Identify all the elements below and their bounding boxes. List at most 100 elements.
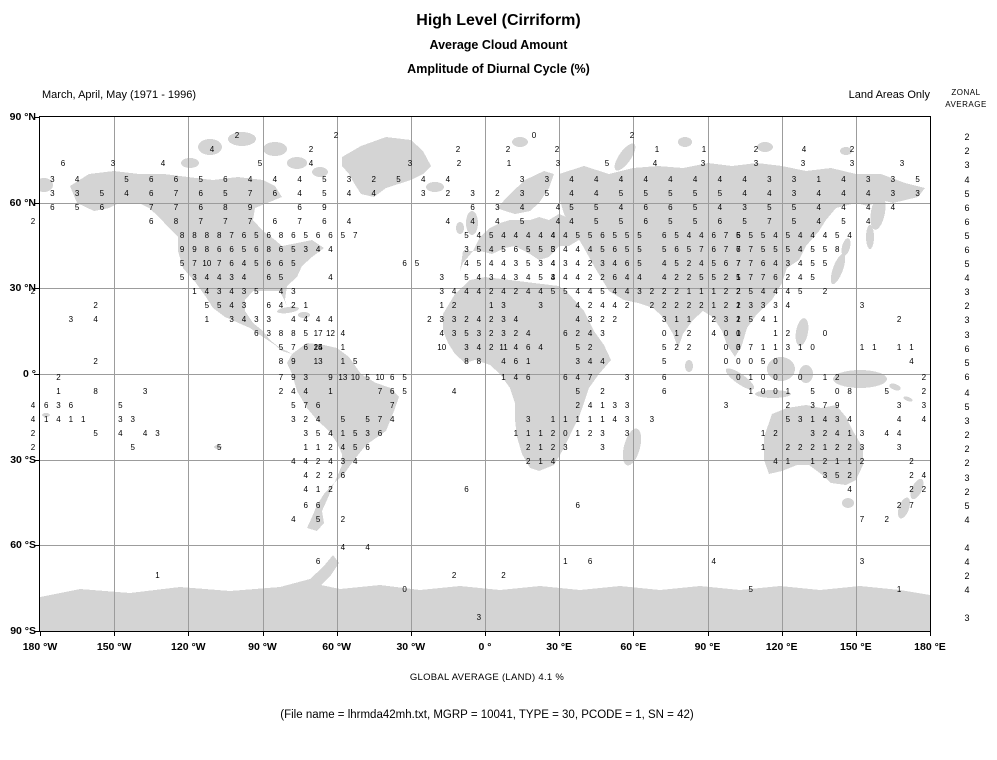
grid-value: 1 — [711, 287, 716, 296]
grid-value: 4 — [841, 175, 846, 184]
grid-value: 2 — [835, 373, 840, 382]
grid-value: 2 — [921, 387, 927, 396]
grid-value: 4 — [303, 471, 308, 480]
grid-value: 3 — [420, 189, 426, 198]
grid-value: 2 — [896, 501, 902, 510]
grid-value: 4 — [550, 259, 556, 268]
grid-value: 3 — [555, 159, 561, 168]
grid-value: 2 — [884, 515, 889, 524]
grid-value: 5 — [692, 217, 698, 226]
grid-value: 8 — [179, 231, 185, 240]
grid-value: 1 — [600, 401, 605, 410]
grid-value: 4 — [896, 415, 902, 424]
grid-value: 7 — [192, 259, 197, 268]
grid-value: 2 — [661, 301, 667, 310]
grid-value: 4 — [841, 203, 846, 212]
zonal-average-header-line2: AVERAGE — [945, 100, 987, 109]
grid-value: 6 — [674, 245, 679, 254]
grid-value: 2 — [711, 315, 716, 324]
grid-value: 4 — [519, 203, 525, 212]
grid-value: 6 — [50, 203, 55, 212]
grid-value: 5 — [501, 245, 506, 254]
grid-value: 6 — [272, 217, 278, 226]
grid-value: 5 — [637, 259, 642, 268]
grid-value: 5 — [699, 273, 704, 282]
grid-value: 5 — [575, 343, 580, 352]
grid-value: 5 — [464, 273, 469, 282]
grid-value: 4 — [340, 443, 346, 452]
grid-value: 3 — [600, 329, 605, 338]
grid-value: 2 — [587, 301, 593, 310]
grid-value: 3 — [241, 287, 247, 296]
x-axis-tick — [485, 632, 486, 636]
x-axis-label: 120 °E — [765, 641, 798, 653]
grid-value: 4 — [600, 357, 605, 366]
x-axis-tick — [930, 632, 931, 636]
grid-value: 13 — [313, 357, 323, 366]
grid-value: 4 — [717, 175, 723, 184]
grid-value: 0 — [736, 343, 741, 352]
grid-value: 4 — [563, 231, 568, 240]
grid-value: 8 — [464, 357, 469, 366]
continent-north-america — [70, 171, 324, 354]
grid-value: 1 — [538, 443, 543, 452]
grid-value: 2 — [501, 571, 506, 580]
island-arctic-5 — [181, 158, 199, 168]
grid-value: 5 — [291, 245, 296, 254]
island-ireland — [456, 222, 464, 234]
grid-value: 4 — [624, 287, 630, 296]
grid-value: 3 — [859, 301, 865, 310]
grid-value: 3 — [241, 301, 247, 310]
grid-value: 5 — [303, 329, 308, 338]
grid-value: 4 — [464, 259, 469, 268]
zonal-value: 4 — [964, 515, 970, 525]
grid-value: 3 — [661, 315, 667, 324]
x-axis-tick — [410, 632, 412, 636]
grid-value: 5 — [797, 287, 803, 296]
grid-value: 3 — [407, 159, 413, 168]
grid-value: 6 — [736, 245, 741, 254]
grid-value: 9 — [322, 203, 327, 212]
y-axis-tick — [34, 288, 39, 290]
grid-value: 5 — [396, 175, 401, 184]
grid-value: 6 — [736, 231, 741, 240]
grid-value: 3 — [612, 401, 617, 410]
grid-value: 4 — [699, 259, 704, 268]
grid-value: 6 — [612, 273, 617, 282]
y-axis-label: 60 °S — [10, 539, 36, 552]
grid-value: 3 — [791, 175, 797, 184]
grid-value: 4 — [816, 203, 821, 212]
grid-value: 8 — [204, 231, 210, 240]
grid-value: 5 — [569, 203, 574, 212]
zonal-value: 4 — [964, 388, 970, 398]
grid-value: 4 — [371, 189, 376, 198]
grid-value: 5 — [785, 415, 791, 424]
grid-value: 5 — [748, 287, 753, 296]
grid-value: 3 — [118, 415, 123, 424]
grid-value: 2 — [328, 485, 333, 494]
grid-value: 4 — [711, 557, 716, 566]
zonal-value: 2 — [964, 458, 970, 468]
grid-value: 7 — [173, 203, 179, 212]
grid-value: 2 — [649, 287, 655, 296]
grid-value: 4 — [555, 217, 561, 226]
grid-value: 2 — [686, 301, 692, 310]
grid-value: 5 — [278, 273, 284, 282]
grid-value: 1 — [736, 315, 741, 324]
zonal-value: 3 — [964, 330, 970, 340]
grid-value: 2 — [921, 373, 927, 382]
grid-value: 2 — [822, 457, 828, 466]
grid-value: 4 — [476, 315, 482, 324]
grid-value: 2 — [736, 315, 741, 324]
grid-value: 4 — [587, 357, 593, 366]
grid-value: 2 — [328, 471, 333, 480]
grid-value: 3 — [439, 315, 444, 324]
grid-value: 4 — [550, 273, 556, 282]
grid-value: 5 — [661, 343, 667, 352]
grid-value: 6 — [173, 175, 179, 184]
grid-value: 9 — [247, 203, 253, 212]
grid-value: 7 — [216, 259, 222, 268]
grid-value: 7 — [173, 189, 179, 198]
grid-value: 1 — [797, 343, 803, 352]
grid-value: 4 — [390, 415, 395, 424]
